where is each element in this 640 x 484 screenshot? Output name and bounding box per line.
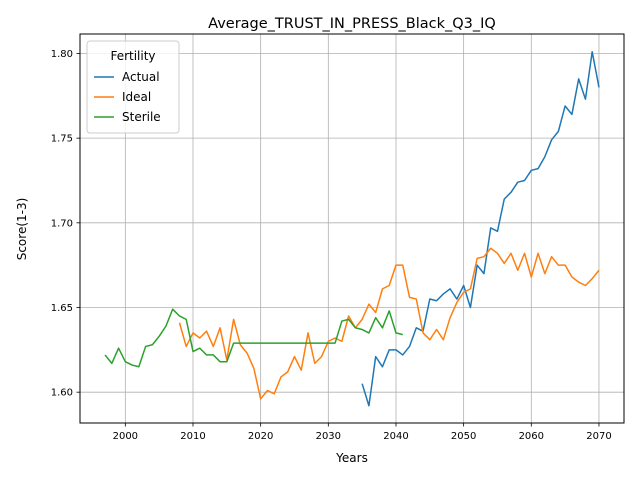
y-tick-label: 1.60	[51, 388, 73, 399]
y-tick-label: 1.75	[51, 134, 73, 145]
y-tick-label: 1.80	[51, 49, 73, 60]
x-tick-label: 2060	[519, 431, 544, 442]
x-tick-label: 2030	[316, 431, 341, 442]
legend-label-actual: Actual	[122, 70, 160, 84]
series-line-sterile	[104, 308, 403, 368]
series-line-actual	[361, 51, 600, 407]
grid	[80, 34, 624, 423]
y-tick-label: 1.65	[51, 303, 73, 314]
x-axis-label: Years	[335, 451, 368, 465]
legend-label-ideal: Ideal	[122, 90, 151, 104]
series-line-ideal	[178, 247, 600, 400]
y-tick-label: 1.70	[51, 218, 73, 229]
y-axis: 1.60 1.65 1.70 1.75 1.80	[51, 49, 80, 399]
x-tick-label: 2070	[586, 431, 611, 442]
x-tick-label: 2020	[248, 431, 273, 442]
x-tick-label: 2050	[451, 431, 476, 442]
series-lines	[104, 51, 600, 407]
legend-title: Fertility	[110, 49, 155, 63]
legend-label-sterile: Sterile	[122, 110, 161, 124]
chart-title: Average_TRUST_IN_PRESS_Black_Q3_IQ	[208, 16, 496, 32]
x-tick-label: 2010	[180, 431, 205, 442]
x-axis: 2000 2010 2020 2030 2040 2050 2060 2070	[113, 423, 612, 442]
x-tick-label: 2040	[383, 431, 408, 442]
plot-frame	[79, 33, 625, 424]
y-axis-label: Score(1-3)	[15, 198, 29, 261]
legend-box	[86, 40, 180, 134]
legend: Fertility Actual Ideal Sterile	[86, 40, 180, 134]
x-tick-label: 2000	[113, 431, 138, 442]
